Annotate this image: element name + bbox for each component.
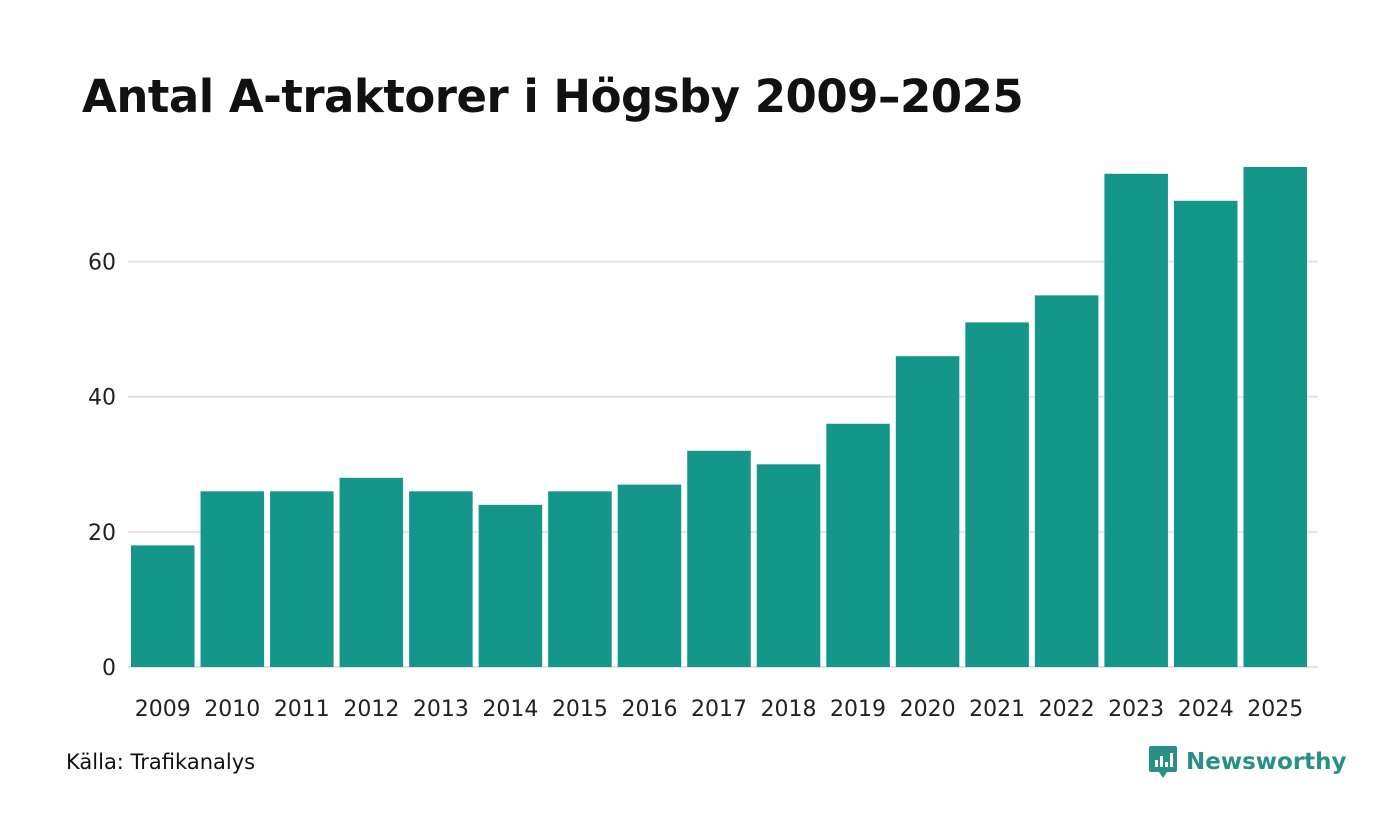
x-tick-label: 2024 <box>1178 697 1234 722</box>
x-axis-ticks: 2009 2010 2011 2012 2013 2014 2015 2016 2017 2018… <box>135 697 1303 722</box>
y-tick-label: 60 <box>88 251 116 276</box>
x-tick-label: 2012 <box>343 697 399 722</box>
bar-2013 <box>409 491 473 667</box>
bar-2014 <box>478 504 543 667</box>
bar-2025 <box>1243 167 1307 667</box>
x-tick-label: 2019 <box>830 697 886 722</box>
bar-2012 <box>339 477 404 667</box>
bar-2011 <box>270 491 334 667</box>
bar-2015 <box>548 491 612 667</box>
x-tick-label: 2023 <box>1108 697 1164 722</box>
bar-2010 <box>200 491 265 667</box>
newsworthy-logo-icon <box>1149 746 1177 778</box>
bars <box>131 167 1307 667</box>
x-tick-label: 2022 <box>1039 697 1095 722</box>
brand-logo: Newsworthy <box>1148 744 1347 780</box>
bar-2016 <box>617 484 682 667</box>
y-tick-label: 20 <box>88 521 116 546</box>
x-tick-label: 2015 <box>552 697 608 722</box>
x-tick-label: 2025 <box>1247 697 1303 722</box>
bar-2022 <box>1034 295 1099 667</box>
chart-title: Antal A-traktorer i Högsby 2009–2025 <box>82 70 1024 123</box>
source-note: Källa: Trafikanalys <box>66 750 256 774</box>
bar-2009 <box>131 545 195 667</box>
bar-2020 <box>895 356 960 667</box>
bar-2021 <box>965 322 1029 667</box>
x-tick-label: 2011 <box>274 697 330 722</box>
x-tick-label: 2018 <box>761 697 817 722</box>
bar-2019 <box>826 423 890 667</box>
x-tick-label: 2014 <box>482 697 538 722</box>
x-tick-label: 2017 <box>691 697 747 722</box>
brand-name: Newsworthy <box>1186 749 1347 775</box>
y-tick-label: 0 <box>102 656 116 681</box>
bar-2018 <box>756 464 821 667</box>
x-tick-label: 2021 <box>969 697 1025 722</box>
x-tick-label: 2020 <box>900 697 956 722</box>
x-tick-label: 2009 <box>135 697 191 722</box>
bar-chart: 0 20 40 60 2009 2010 2011 2012 2013 2014 2015 2016… <box>88 167 1318 722</box>
bar-2017 <box>687 450 751 667</box>
x-tick-label: 2016 <box>621 697 677 722</box>
y-axis-ticks: 0 20 40 60 <box>88 251 116 681</box>
bar-2023 <box>1104 173 1168 667</box>
y-tick-label: 40 <box>88 386 116 411</box>
x-tick-label: 2013 <box>413 697 469 722</box>
x-tick-label: 2010 <box>204 697 260 722</box>
bar-2024 <box>1173 200 1238 667</box>
